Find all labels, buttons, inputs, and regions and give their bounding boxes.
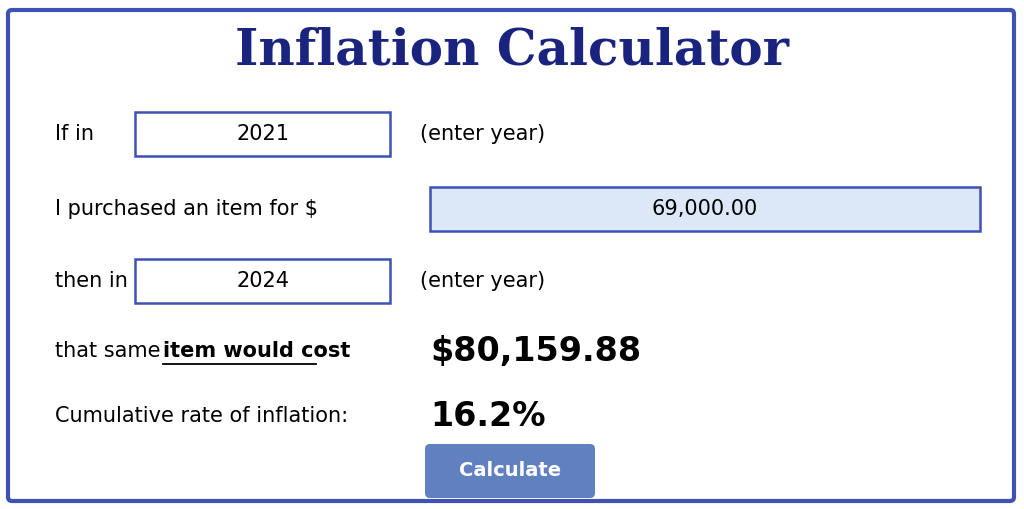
Text: I purchased an item for $: I purchased an item for $: [55, 199, 318, 219]
FancyBboxPatch shape: [8, 10, 1014, 501]
Text: 69,000.00: 69,000.00: [652, 199, 758, 219]
Text: 16.2%: 16.2%: [430, 400, 546, 433]
Text: 2024: 2024: [237, 271, 290, 291]
Text: Cumulative rate of inflation:: Cumulative rate of inflation:: [55, 406, 348, 426]
FancyBboxPatch shape: [425, 444, 595, 498]
Text: (enter year): (enter year): [420, 271, 545, 291]
Text: item would cost: item would cost: [163, 341, 350, 361]
FancyBboxPatch shape: [135, 112, 390, 156]
Text: (enter year): (enter year): [420, 124, 545, 144]
Text: Inflation Calculator: Inflation Calculator: [234, 26, 790, 75]
Text: 2021: 2021: [237, 124, 290, 144]
Text: that same: that same: [55, 341, 167, 361]
Text: If in: If in: [55, 124, 94, 144]
Text: then in: then in: [55, 271, 128, 291]
FancyBboxPatch shape: [135, 259, 390, 303]
Text: $80,159.88: $80,159.88: [430, 334, 641, 367]
FancyBboxPatch shape: [430, 187, 980, 231]
Text: Calculate: Calculate: [459, 462, 561, 480]
Text: :: :: [318, 341, 325, 361]
